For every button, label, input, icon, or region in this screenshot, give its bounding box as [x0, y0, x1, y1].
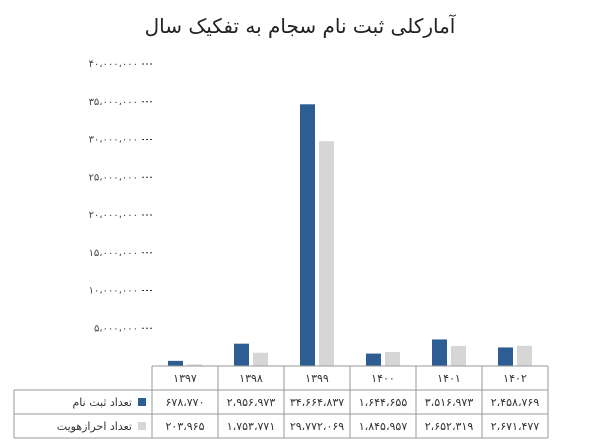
data-label: ۶۷۸،۷۷۰: [166, 396, 205, 409]
legend-label: تعداد ثبت نام: [73, 396, 133, 409]
y-tick-label: ۵،۰۰۰،۰۰۰: [94, 323, 138, 334]
category-label: ۱۳۹۹: [305, 372, 329, 385]
data-label: ۲،۶۵۲،۳۱۹: [425, 420, 474, 433]
chart-title: آمارکلی ثبت نام سجام به تفکیک سال: [144, 14, 456, 38]
category-label: ۱۴۰۲: [503, 372, 527, 385]
data-label: ۳،۵۱۶،۹۷۳: [425, 396, 474, 409]
legend-label: تعداد احرازهویت: [57, 420, 132, 433]
y-tick-label: ۲۵،۰۰۰،۰۰۰: [89, 172, 138, 183]
data-label: ۲۰۳،۹۶۵: [166, 420, 205, 433]
legend-swatch: [138, 398, 146, 406]
y-tick-label: ۱۰،۰۰۰،۰۰۰: [89, 286, 138, 297]
category-label: ۱۴۰۰: [371, 372, 395, 385]
bar-registration: [432, 339, 447, 366]
y-tick-label: ۴۰،۰۰۰،۰۰۰: [89, 59, 138, 70]
bar-registration: [366, 353, 381, 366]
legend-swatch: [138, 422, 146, 430]
bar-registration: [498, 347, 513, 366]
bar-verification: [187, 364, 202, 366]
bar-registration: [300, 104, 315, 366]
bar-verification: [517, 345, 532, 366]
category-label: ۱۴۰۱: [437, 372, 461, 385]
bar-verification: [319, 141, 334, 366]
bar-verification: [385, 352, 400, 366]
category-label: ۱۳۹۷: [173, 372, 197, 385]
bar-registration: [234, 343, 249, 366]
bar-verification: [253, 352, 268, 366]
data-label: ۱،۶۴۴،۶۵۵: [359, 396, 408, 409]
y-tick-label: ۳۵،۰۰۰،۰۰۰: [89, 97, 138, 108]
category-label: ۱۳۹۸: [239, 372, 263, 385]
data-label: ۲،۹۵۶،۹۷۳: [227, 396, 276, 409]
data-label: ۳۴،۶۶۴،۸۳۷: [290, 396, 344, 409]
y-tick-label: ۳۰،۰۰۰،۰۰۰: [89, 135, 138, 146]
data-label: ۲،۴۵۸،۷۶۹: [491, 396, 540, 409]
bar-verification: [451, 345, 466, 366]
bar-registration: [168, 360, 183, 366]
data-label: ۲۹،۷۷۲،۰۶۹: [290, 420, 344, 433]
data-label: ۲،۶۷۱،۴۷۷: [491, 420, 540, 433]
y-tick-label: ۱۵،۰۰۰،۰۰۰: [89, 248, 138, 259]
y-tick-label: ۲۰،۰۰۰،۰۰۰: [89, 210, 138, 221]
data-label: ۱،۸۴۵،۹۵۷: [359, 420, 408, 433]
data-label: ۱،۷۵۳،۷۷۱: [227, 420, 275, 433]
